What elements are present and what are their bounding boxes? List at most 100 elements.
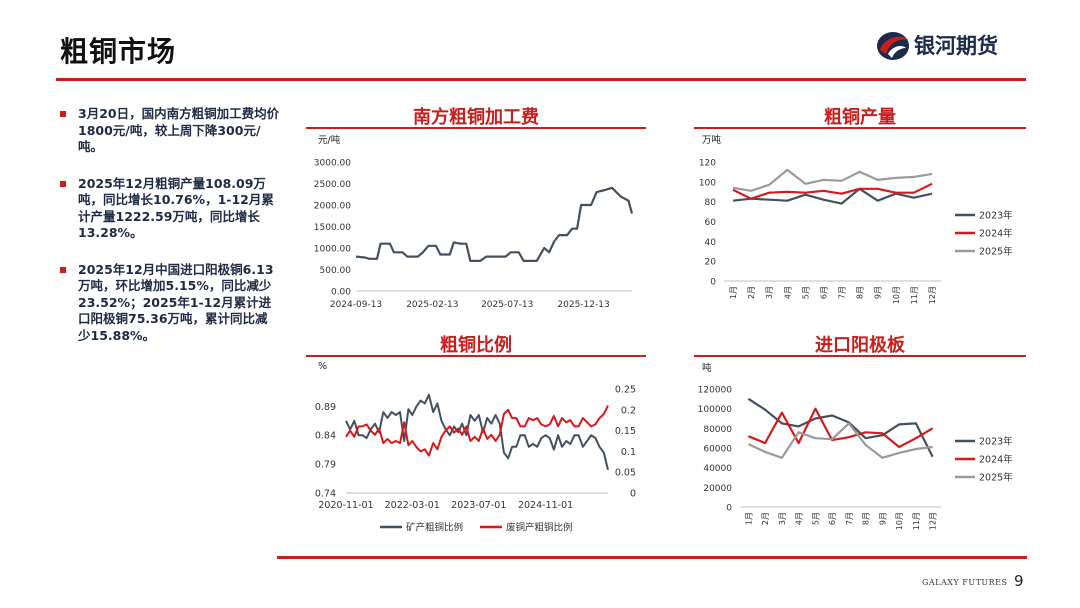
chart-title-rule <box>306 355 646 357</box>
bullet-text: 3月20日，国内南方粗铜加工费均价1800元/吨，较上周下降300元/吨。 <box>78 106 280 154</box>
bullet-item: 2025年12月中国进口阳极铜6.13万吨，环比增加5.15%，同比减少23.5… <box>60 262 280 345</box>
x-tick-label: 3月 <box>778 512 787 525</box>
x-tick-label: 5月 <box>801 286 810 299</box>
y-tick-label: 1000.00 <box>314 245 351 255</box>
y-axis-unit-label: 万吨 <box>702 134 722 146</box>
x-tick-label: 6月 <box>819 286 828 299</box>
legend-label: 废铜产粗铜比例 <box>506 522 573 534</box>
y-tick-label: 60 <box>705 218 717 228</box>
x-tick-label: 7月 <box>845 512 854 525</box>
bullet-square-icon <box>60 111 66 117</box>
bullet-square-icon <box>60 266 66 273</box>
x-tick-label: 2022-03-01 <box>385 500 440 511</box>
bullet-text: 2025年12月中国进口阳极铜6.13万吨，环比增加5.15%，同比减少23.5… <box>78 261 274 343</box>
y-tick-label: 500.00 <box>320 266 352 276</box>
y-tick-label: 100000 <box>698 405 733 415</box>
legend-label: 2025年 <box>979 472 1013 484</box>
y-tick-label: 0.74 <box>315 489 336 500</box>
chart-title-output: 粗铜产量 <box>824 107 896 128</box>
legend-label: 2023年 <box>979 436 1013 448</box>
y-tick-label: 0.79 <box>315 460 336 471</box>
y-tick-label: 20000 <box>703 484 732 494</box>
tc-chart: 元/吨 0.00 500.00 1000.00 1500.00 2000.00 2500.0… <box>314 134 634 310</box>
x-tick-label: 3月 <box>765 286 774 299</box>
y-tick-label: 0.89 <box>315 402 336 413</box>
x-tick-label: 2020-11-01 <box>318 500 373 511</box>
x-tick-label: 5月 <box>811 512 820 525</box>
series-line-2023年 <box>732 187 933 205</box>
y-tick-label: 100 <box>699 178 716 188</box>
chart-title-rule <box>694 127 1026 129</box>
series-line-2024年 <box>732 182 933 200</box>
x-tick-label: 2024-11-01 <box>518 500 573 511</box>
galaxy-logo-icon <box>877 32 909 60</box>
x-tick-label: 10月 <box>892 286 901 304</box>
series-line-2023年 <box>747 397 934 458</box>
x-tick-label: 2025-02-13 <box>406 300 458 310</box>
x-tick-label: 2025-07-13 <box>481 300 533 310</box>
x-tick-label: 1月 <box>729 286 738 299</box>
x-tick-label: 7月 <box>838 286 847 299</box>
series-line-矿产粗铜比例 <box>345 393 609 471</box>
x-tick-label: 9月 <box>878 512 887 525</box>
legend-label: 2023年 <box>979 210 1013 222</box>
x-tick-label: 6月 <box>828 512 837 525</box>
x-tick-label: 11月 <box>910 286 919 304</box>
footer-brand: GALAXY FUTURES <box>922 578 1008 587</box>
y-tick-label: 1500.00 <box>314 223 351 233</box>
legend-label: 2024年 <box>979 454 1013 466</box>
y-tick-label: 20 <box>705 258 717 268</box>
y-tick-label: 40 <box>705 238 717 248</box>
x-tick-label: 10月 <box>895 512 904 530</box>
y-tick-label: 120000 <box>698 386 733 396</box>
x-tick-label: 4月 <box>795 512 804 525</box>
chart-title-tc: 南方粗铜加工费 <box>413 107 539 128</box>
y2-tick-label: 0.1 <box>621 447 636 458</box>
logo-text: 银河期货 <box>914 34 998 58</box>
y-tick-label: 0.84 <box>315 431 336 442</box>
y2-tick-label: 0.15 <box>615 426 636 437</box>
y2-tick-label: 0 <box>630 489 636 500</box>
x-tick-label: 12月 <box>929 512 938 530</box>
y-tick-label: 80 <box>705 198 717 208</box>
y-tick-label: 2000.00 <box>314 202 351 212</box>
header-divider <box>56 78 1026 81</box>
y-tick-label: 60000 <box>703 445 732 455</box>
x-tick-label: 2023-07-01 <box>451 500 506 511</box>
output-chart: 万吨 0 20 40 60 80 100 120 1月 2月 3月 4月 5月 6月 7月 8月 9月 10月 11… <box>699 134 1013 304</box>
page-number: 9 <box>1014 572 1024 590</box>
tc-series-line <box>355 186 634 262</box>
ratio-chart: % 0.74 0.79 0.84 0.89 0 0.05 0.1 0.15 0.2 0.25 2020… <box>315 361 636 534</box>
series-line-废铜产粗铜比例 <box>345 405 609 457</box>
chart-title-imports: 进口阳极板 <box>815 335 905 356</box>
bullet-list: 3月20日，国内南方粗铜加工费均价1800元/吨，较上周下降300元/吨。 20… <box>60 106 280 364</box>
galaxy-futures-logo: 银河期货 <box>874 26 1034 66</box>
series-line-2024年 <box>747 407 934 449</box>
y-tick-label: 0 <box>726 504 732 514</box>
footer-divider <box>277 556 1027 559</box>
y2-tick-label: 0.2 <box>621 405 636 416</box>
legend-label: 矿产粗铜比例 <box>406 522 463 534</box>
x-tick-label: 2025-12-13 <box>557 300 609 310</box>
legend-label: 2025年 <box>979 246 1013 258</box>
page-title: 粗铜市场 <box>60 35 177 68</box>
legend-label: 2024年 <box>979 228 1013 240</box>
x-tick-label: 9月 <box>874 286 883 299</box>
x-tick-label: 8月 <box>856 286 865 299</box>
x-tick-label: 1月 <box>744 512 753 525</box>
bullet-square-icon <box>60 180 66 187</box>
series-line-2025年 <box>747 422 933 459</box>
y-tick-label: 2500.00 <box>314 180 351 190</box>
imports-chart: 吨 0 20000 40000 60000 80000 100000 120000 1月 2月 3月… <box>698 362 1014 530</box>
y-axis-unit-label: 吨 <box>702 362 712 374</box>
chart-title-ratio: 粗铜比例 <box>440 335 512 356</box>
series-line-2025年 <box>732 168 933 192</box>
x-tick-label: 8月 <box>862 512 871 525</box>
x-tick-label: 2月 <box>747 286 756 299</box>
x-tick-label: 4月 <box>783 286 792 299</box>
bullet-item: 2025年12月粗铜产量108.09万吨，同比增长10.76%，1-12月累计产… <box>60 176 280 242</box>
chart-title-rule <box>306 127 646 129</box>
x-tick-label: 2024-09-13 <box>330 300 382 310</box>
y-tick-label: 40000 <box>703 464 732 474</box>
y-tick-label: 3000.00 <box>314 159 351 169</box>
